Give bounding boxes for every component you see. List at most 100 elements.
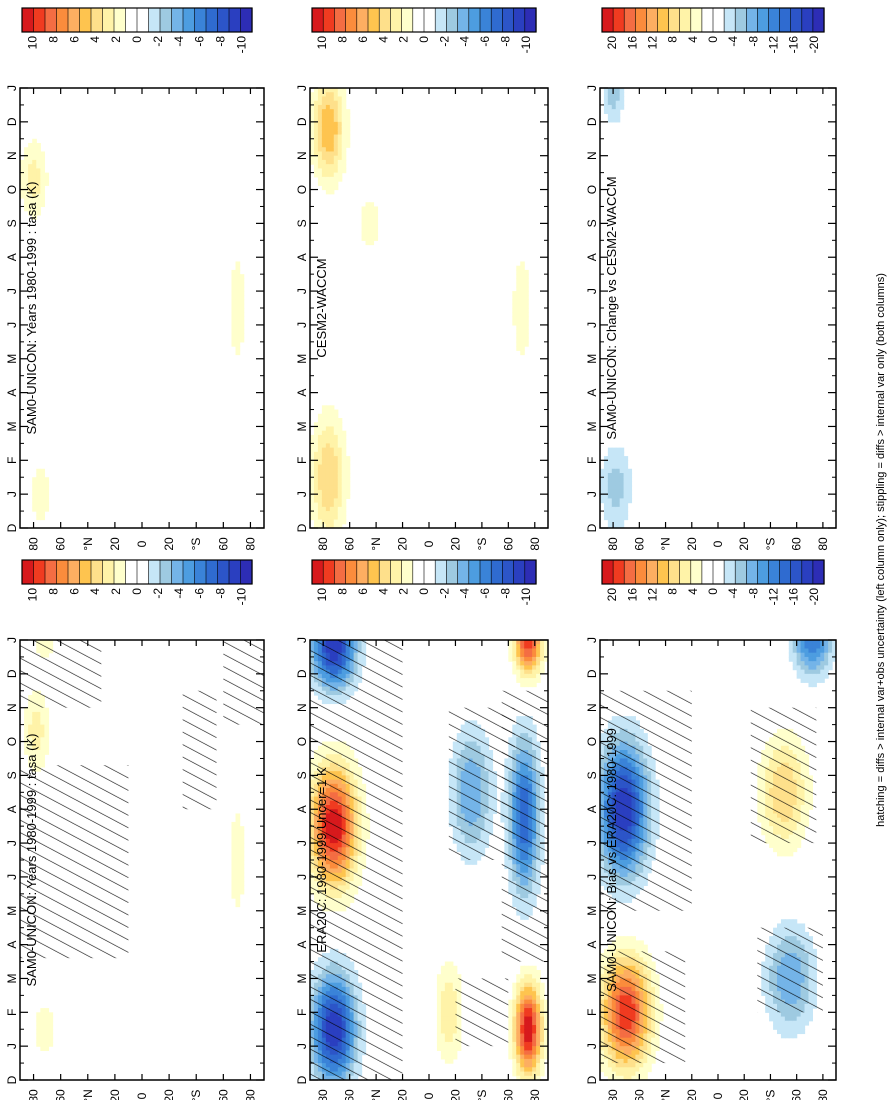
field-cell	[329, 451, 335, 457]
field-cell	[536, 678, 541, 683]
field-cell	[48, 1020, 54, 1026]
field-cell	[317, 130, 323, 136]
field-cell	[325, 113, 331, 119]
field-cell	[516, 1003, 521, 1009]
colorbar-label: -4	[458, 36, 472, 47]
field-cell	[444, 974, 450, 980]
field-cell	[40, 1020, 45, 1026]
field-cell	[40, 1033, 45, 1039]
field-cell	[516, 341, 521, 347]
field-cell	[337, 464, 343, 470]
field-cell	[512, 656, 517, 662]
field-cell	[239, 847, 245, 853]
colorbar-label: 2	[397, 588, 411, 595]
field-cell	[325, 121, 331, 127]
field-cell	[512, 291, 517, 296]
field-cell	[516, 669, 521, 675]
month-label: A	[5, 389, 19, 397]
field-cell	[317, 498, 323, 504]
field-cell	[40, 189, 45, 195]
field-cell	[36, 468, 41, 474]
field-cell	[317, 159, 323, 165]
field-cell	[329, 460, 335, 466]
field-cell	[40, 1029, 45, 1035]
field-cell	[44, 728, 50, 734]
field-cell	[436, 1029, 442, 1035]
field-cell	[440, 970, 446, 975]
field-cells	[310, 88, 529, 528]
field-cell	[231, 299, 237, 305]
field-cell	[337, 130, 343, 136]
field-cell	[28, 720, 33, 726]
field-cell	[341, 88, 347, 93]
field-cell	[235, 295, 241, 301]
field-cell	[24, 147, 29, 153]
field-cell	[317, 113, 323, 119]
field-cell	[40, 1012, 45, 1018]
field-cell	[317, 138, 323, 144]
field-cell	[313, 159, 319, 165]
field-cell	[532, 1037, 537, 1043]
field-cell	[452, 1016, 458, 1022]
field-cell	[325, 473, 331, 478]
field-cell	[452, 1046, 458, 1051]
field-cell	[44, 737, 50, 743]
field-cell	[345, 464, 351, 470]
lat-label: °S	[189, 1090, 203, 1100]
field-cell	[627, 1071, 633, 1077]
field-cell	[516, 295, 521, 301]
field-cell	[524, 286, 529, 292]
field-cell	[365, 219, 371, 224]
field-cell	[333, 155, 339, 161]
field-cell	[337, 172, 343, 178]
field-cell	[231, 889, 237, 895]
colorbar-swatch	[468, 559, 481, 585]
field-cell	[516, 320, 521, 326]
field-cell	[536, 1016, 541, 1022]
field-cell	[231, 295, 237, 301]
field-cell	[536, 1012, 541, 1018]
field-cell	[540, 1012, 545, 1018]
field-cell	[325, 456, 331, 461]
field-cell	[528, 1050, 533, 1056]
colorbar-label: -2	[151, 588, 165, 599]
field-cell	[235, 847, 241, 853]
field-cell	[528, 678, 533, 683]
field-cell	[345, 494, 351, 499]
field-cell	[373, 227, 379, 233]
field-cell	[516, 1067, 521, 1073]
field-cell	[544, 1025, 548, 1030]
field-cell	[329, 468, 335, 474]
field-cell	[524, 682, 529, 688]
field-cell	[317, 143, 323, 148]
field-cell	[231, 312, 237, 318]
field-cell	[544, 1008, 548, 1013]
field-cell	[317, 506, 323, 512]
field-cell	[361, 219, 367, 224]
field-cell	[540, 982, 545, 988]
colorbar-label: 2	[397, 36, 411, 43]
field-cell	[239, 278, 245, 284]
field-cell	[643, 1063, 648, 1068]
field-cell	[528, 999, 533, 1005]
field-cell	[235, 350, 241, 356]
field-cell	[607, 1071, 613, 1077]
field-cell	[452, 1050, 458, 1056]
field-cell	[528, 644, 533, 650]
field-cell	[464, 860, 470, 865]
field-cell	[520, 1071, 525, 1077]
field-cell	[36, 1033, 41, 1039]
field-cell	[520, 261, 525, 267]
field-cell	[40, 473, 45, 478]
field-cell	[333, 172, 339, 178]
field-cell	[524, 1054, 529, 1060]
field-cell	[337, 113, 343, 119]
month-label: J	[5, 637, 19, 643]
field-cell	[532, 656, 537, 662]
field-cell	[440, 1037, 446, 1043]
field-cell	[313, 426, 319, 432]
field-cell	[329, 426, 335, 432]
field-cell	[524, 1025, 529, 1030]
field-cell	[40, 506, 45, 512]
field-cell	[231, 881, 237, 886]
